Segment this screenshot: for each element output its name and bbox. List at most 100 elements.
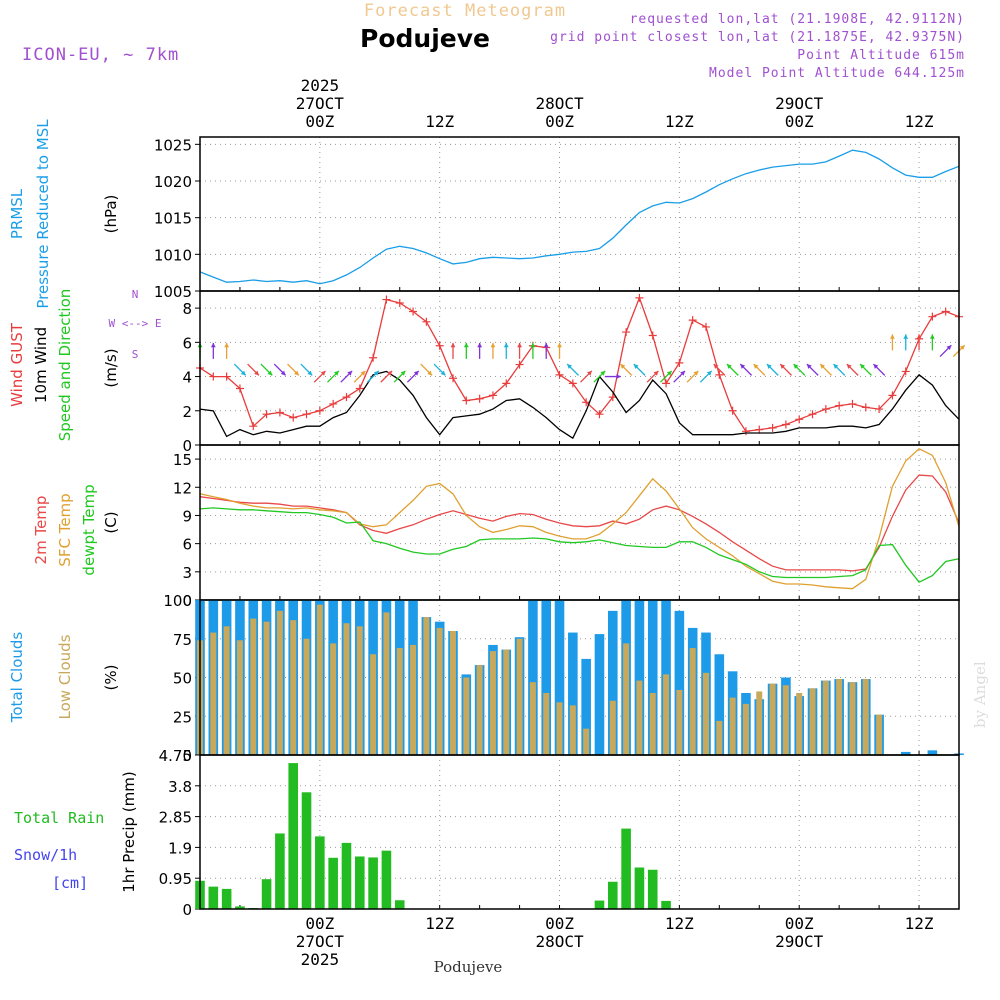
wind-arrow-head [543,342,549,348]
y-axis-label: (m/s) [102,348,120,387]
wind-arrow-head [846,364,852,369]
gust-marker [435,341,444,350]
gust-marker [262,410,271,419]
wind-arrow-head [240,370,246,376]
wind-arrow-head [360,370,366,376]
bar-low_clouds [649,693,656,755]
wind-arrow-head [753,364,759,369]
gust-marker [222,372,231,381]
bar-total_clouds [927,750,938,755]
bar-precip [634,867,645,909]
gust-marker [555,370,564,379]
gust-marker [488,391,497,400]
model-altitude: Model Point Altitude 644.125m [709,66,965,81]
panel-title-line: Snow/1h [14,846,77,864]
gust-marker [662,379,671,388]
wind-arrow-head [680,370,686,376]
bar-low_clouds [609,700,616,755]
wind-arrow-head [450,342,456,348]
bar-low_clouds [756,691,763,755]
y-tick-label: 4 [182,369,192,387]
gust-marker [648,331,657,340]
bar-precip [621,828,631,909]
wind-arrow-head [587,370,592,376]
bar-low_clouds [276,610,283,755]
gust-marker [941,307,950,316]
gust-marker [395,298,404,307]
bar-low_clouds [370,654,377,755]
bar-low_clouds [729,697,736,755]
gust-marker [928,312,937,321]
y-tick-label: 0 [182,437,192,455]
wind-arrow-head [713,364,719,369]
bar-total_clouds [607,610,618,755]
y-tick-label: 0 [182,747,192,765]
series-line-sfc [199,448,960,590]
bar-low_clouds [636,680,643,755]
top-time-label: 00Z [545,112,574,131]
bar-precip [208,886,219,909]
wind-arrow-head [413,370,419,376]
bar-low_clouds [210,632,217,755]
y-tick-label: 15 [173,451,192,469]
bar-low_clouds [450,631,456,755]
wind-arrow-head [490,342,496,348]
y-tick-label: 3 [182,564,192,582]
gust-marker [302,410,311,419]
y-tick-label: 9 [182,507,192,525]
y-tick-label: 75 [173,631,192,649]
panel-title-line: Speed and Direction [56,289,74,442]
panel-frame [199,444,960,601]
y-tick-label: 0 [182,592,192,610]
y-tick-label: 12 [173,479,192,497]
gust-marker [768,423,777,432]
bar-total_clouds [568,632,578,755]
series-line-gust [199,295,960,432]
gust-marker [875,405,884,414]
bar-low_clouds [316,604,323,755]
bar-low_clouds [423,617,430,755]
top-time-label: 28OCT [535,94,584,113]
panel-wind: 0 2 4 6 8 (m/s) Wind GUST 10m Wind Speed and Dir… [8,288,966,455]
top-time-label: 00Z [305,112,334,131]
top-time-label: 12Z [425,112,454,131]
gust-marker [755,425,764,434]
gust-marker [781,420,790,429]
gust-marker [582,398,591,407]
bar-low_clouds [676,689,683,755]
location-title: Podujeve [360,24,490,53]
bar-precip [288,763,299,909]
bar-total_clouds [594,634,605,755]
compass-label: W <--> E [109,317,162,330]
gust-marker [422,317,431,326]
wind-arrow-head [440,370,446,376]
panel-frame [199,136,960,292]
bar-precip [381,850,392,909]
y-axis-label: (%) [102,665,120,691]
product-title: Forecast Meteogram [364,1,566,21]
gust-marker [901,367,910,376]
gust-marker [249,422,258,431]
bar-low_clouds [290,620,297,755]
bar-low_clouds [436,627,443,755]
wind-arrow-head [463,342,469,348]
wind-arrow-head [254,370,259,376]
bar-low_clouds [250,618,257,755]
compass-label: N [132,288,139,301]
gust-marker [675,358,684,367]
bottom-time-label: 00Z [305,914,334,933]
top-time-label: 00Z [785,112,814,131]
bar-low_clouds [569,705,576,755]
gust-marker [235,384,244,393]
wind-arrow-head [946,345,952,351]
bar-low_clouds [822,680,829,755]
bar-low_clouds [476,665,483,755]
wind-arrow-head [224,342,230,348]
wind-arrow-head [890,334,895,339]
bar-low_clouds [516,638,523,755]
panel-title-line: SFC Temp [56,493,74,566]
y-tick-label: 1025 [154,136,192,154]
gust-marker [449,374,457,383]
bar-low_clouds [876,714,883,755]
panel-pressure: 1005 1010 1015 1020 1025 (hPa) PRMSL Pressure R… [8,119,960,309]
